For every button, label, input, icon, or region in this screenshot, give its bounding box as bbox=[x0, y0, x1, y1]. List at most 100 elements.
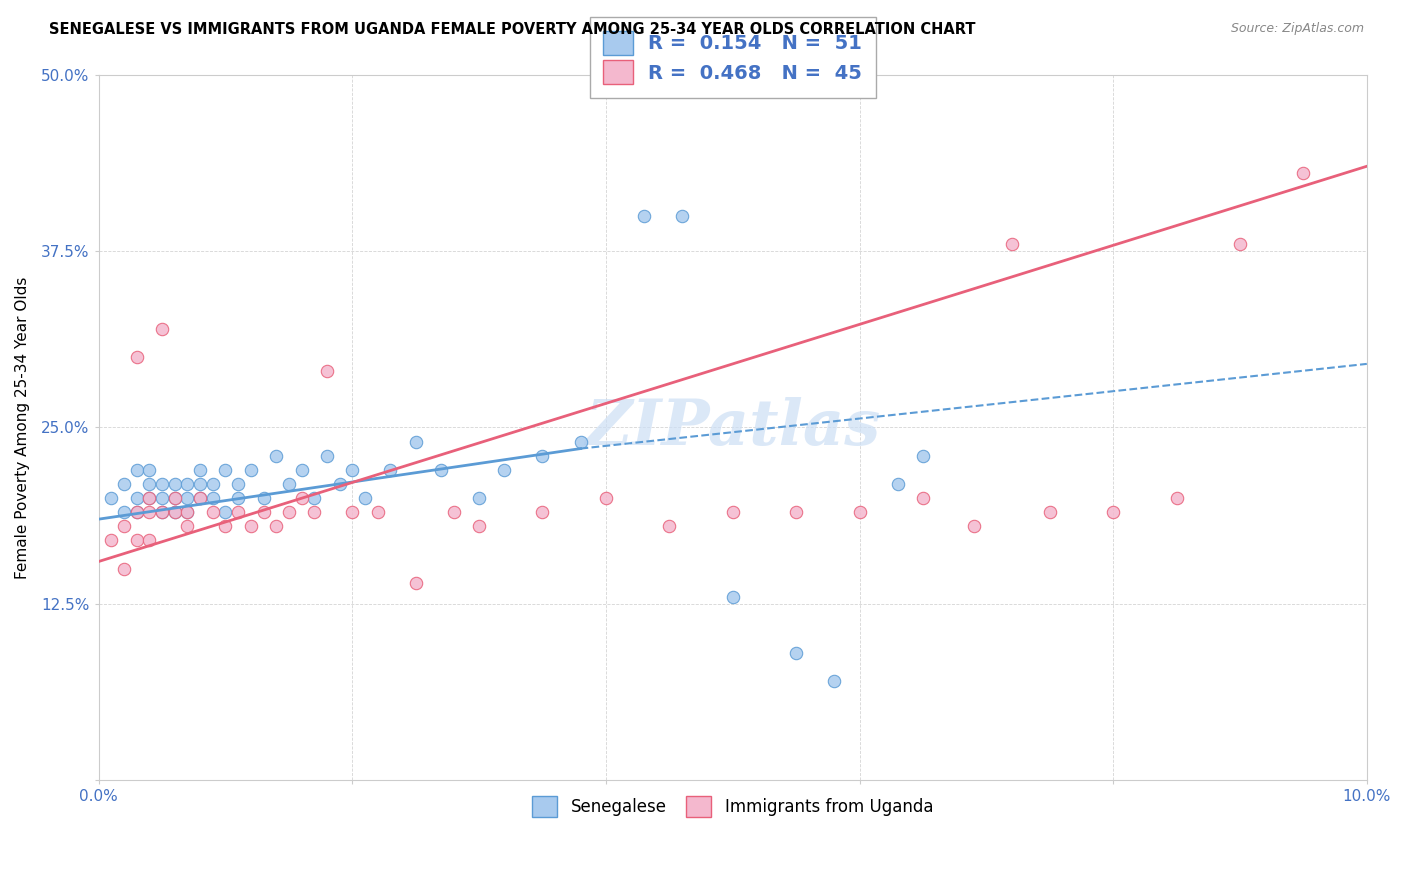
Point bbox=[239, 463, 262, 477]
Point bbox=[785, 505, 807, 519]
Point bbox=[125, 350, 148, 364]
Point bbox=[125, 463, 148, 477]
Point bbox=[531, 449, 554, 463]
Point bbox=[201, 491, 224, 505]
Point bbox=[150, 505, 173, 519]
Point bbox=[963, 519, 986, 533]
Point bbox=[138, 533, 160, 548]
Point bbox=[176, 519, 198, 533]
Point bbox=[277, 476, 299, 491]
Point bbox=[188, 491, 211, 505]
Point bbox=[163, 491, 186, 505]
Point bbox=[342, 505, 364, 519]
Point bbox=[150, 476, 173, 491]
Point bbox=[188, 491, 211, 505]
Point bbox=[302, 505, 325, 519]
Point bbox=[290, 463, 312, 477]
Point bbox=[494, 463, 516, 477]
Point bbox=[595, 491, 617, 505]
Point bbox=[125, 505, 148, 519]
Point bbox=[1039, 505, 1062, 519]
Point bbox=[138, 476, 160, 491]
Point bbox=[886, 476, 908, 491]
Point bbox=[138, 491, 160, 505]
Point bbox=[138, 491, 160, 505]
Point bbox=[100, 491, 122, 505]
Point bbox=[430, 463, 453, 477]
Point bbox=[214, 505, 236, 519]
Point bbox=[721, 505, 744, 519]
Point bbox=[176, 505, 198, 519]
Point bbox=[405, 575, 427, 590]
Point bbox=[569, 434, 592, 449]
Point bbox=[150, 491, 173, 505]
Point bbox=[468, 519, 491, 533]
Point bbox=[176, 476, 198, 491]
Point bbox=[226, 476, 249, 491]
Text: ZIPatlas: ZIPatlas bbox=[585, 397, 880, 458]
Point bbox=[176, 491, 198, 505]
Point bbox=[290, 491, 312, 505]
Point bbox=[188, 476, 211, 491]
Point bbox=[252, 491, 274, 505]
Point bbox=[380, 463, 402, 477]
Point bbox=[531, 505, 554, 519]
Point bbox=[138, 505, 160, 519]
Point bbox=[239, 519, 262, 533]
Point bbox=[1102, 505, 1125, 519]
Point bbox=[150, 321, 173, 335]
Point bbox=[163, 505, 186, 519]
Point bbox=[125, 505, 148, 519]
Point bbox=[163, 505, 186, 519]
Point bbox=[125, 491, 148, 505]
Point bbox=[112, 476, 135, 491]
Point bbox=[329, 476, 352, 491]
Point bbox=[671, 209, 693, 223]
Point bbox=[264, 449, 287, 463]
Text: Source: ZipAtlas.com: Source: ZipAtlas.com bbox=[1230, 22, 1364, 36]
Point bbox=[354, 491, 377, 505]
Point bbox=[848, 505, 870, 519]
Point bbox=[658, 519, 681, 533]
Point bbox=[176, 505, 198, 519]
Text: SENEGALESE VS IMMIGRANTS FROM UGANDA FEMALE POVERTY AMONG 25-34 YEAR OLDS CORREL: SENEGALESE VS IMMIGRANTS FROM UGANDA FEM… bbox=[49, 22, 976, 37]
Point bbox=[277, 505, 299, 519]
Point bbox=[125, 533, 148, 548]
Point bbox=[252, 505, 274, 519]
Point bbox=[226, 505, 249, 519]
Point bbox=[316, 449, 339, 463]
Point bbox=[163, 476, 186, 491]
Point bbox=[112, 519, 135, 533]
Point bbox=[214, 463, 236, 477]
Point bbox=[138, 463, 160, 477]
Point bbox=[911, 449, 934, 463]
Point bbox=[302, 491, 325, 505]
Point bbox=[264, 519, 287, 533]
Point bbox=[316, 364, 339, 378]
Point bbox=[112, 561, 135, 575]
Point bbox=[112, 505, 135, 519]
Point bbox=[633, 209, 655, 223]
Point bbox=[1229, 236, 1251, 251]
Point bbox=[188, 463, 211, 477]
Point bbox=[468, 491, 491, 505]
Y-axis label: Female Poverty Among 25-34 Year Olds: Female Poverty Among 25-34 Year Olds bbox=[15, 277, 30, 579]
Point bbox=[1166, 491, 1188, 505]
Point bbox=[201, 505, 224, 519]
Point bbox=[911, 491, 934, 505]
Point bbox=[150, 505, 173, 519]
Point bbox=[342, 463, 364, 477]
Point bbox=[367, 505, 389, 519]
Point bbox=[1001, 236, 1024, 251]
Point bbox=[163, 491, 186, 505]
Point bbox=[1292, 166, 1315, 180]
Point bbox=[201, 476, 224, 491]
Point bbox=[214, 519, 236, 533]
Point bbox=[443, 505, 465, 519]
Point bbox=[721, 590, 744, 604]
Point bbox=[405, 434, 427, 449]
Point bbox=[226, 491, 249, 505]
Legend: Senegalese, Immigrants from Uganda: Senegalese, Immigrants from Uganda bbox=[524, 788, 942, 825]
Point bbox=[785, 646, 807, 660]
Point bbox=[100, 533, 122, 548]
